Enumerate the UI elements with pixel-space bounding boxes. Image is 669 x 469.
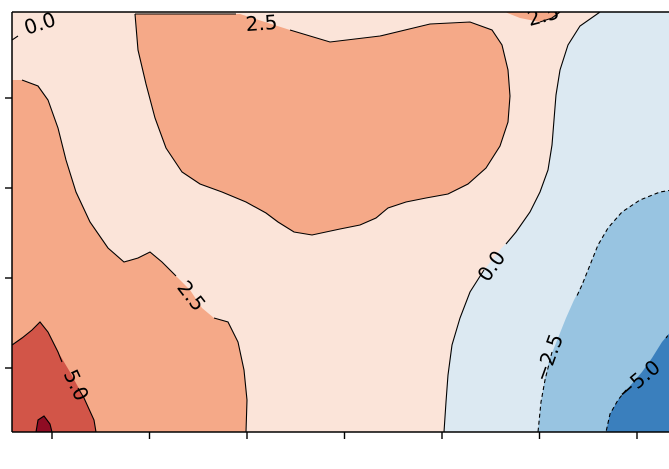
contour-line-5.0-lower	[77, 387, 97, 432]
region-above-7.5	[36, 416, 52, 432]
region-below-neg5	[606, 333, 669, 432]
contour-line-2.5-left-lower	[213, 317, 248, 432]
region-neg5-to-neg2.5	[538, 190, 669, 432]
contour-line-0.0-right	[505, 12, 601, 245]
contour-line-2.5-left	[21, 79, 177, 277]
y-axis-ticks	[5, 97, 12, 369]
contour-line-neg2.5-lower	[537, 351, 553, 432]
region-2.5-to-5-top	[135, 14, 510, 235]
region-2.5-to-5-left	[12, 80, 247, 432]
contour-line-neg5.0	[665, 333, 669, 339]
contour-line-2.5-topright	[539, 12, 561, 23]
contour-line-5.0	[12, 321, 63, 363]
contour-line-0.0-topleft	[12, 35, 19, 41]
contour-line-7.5	[35, 415, 53, 432]
contour-line-0.0-right-lower	[443, 269, 485, 432]
contour-label: 2.5	[245, 10, 278, 36]
contour-line-neg5.0-lower	[605, 389, 627, 432]
region-5-to-7.5	[12, 322, 96, 432]
x-axis-ticks	[51, 432, 638, 439]
contour-line-2.5-top	[134, 13, 511, 236]
